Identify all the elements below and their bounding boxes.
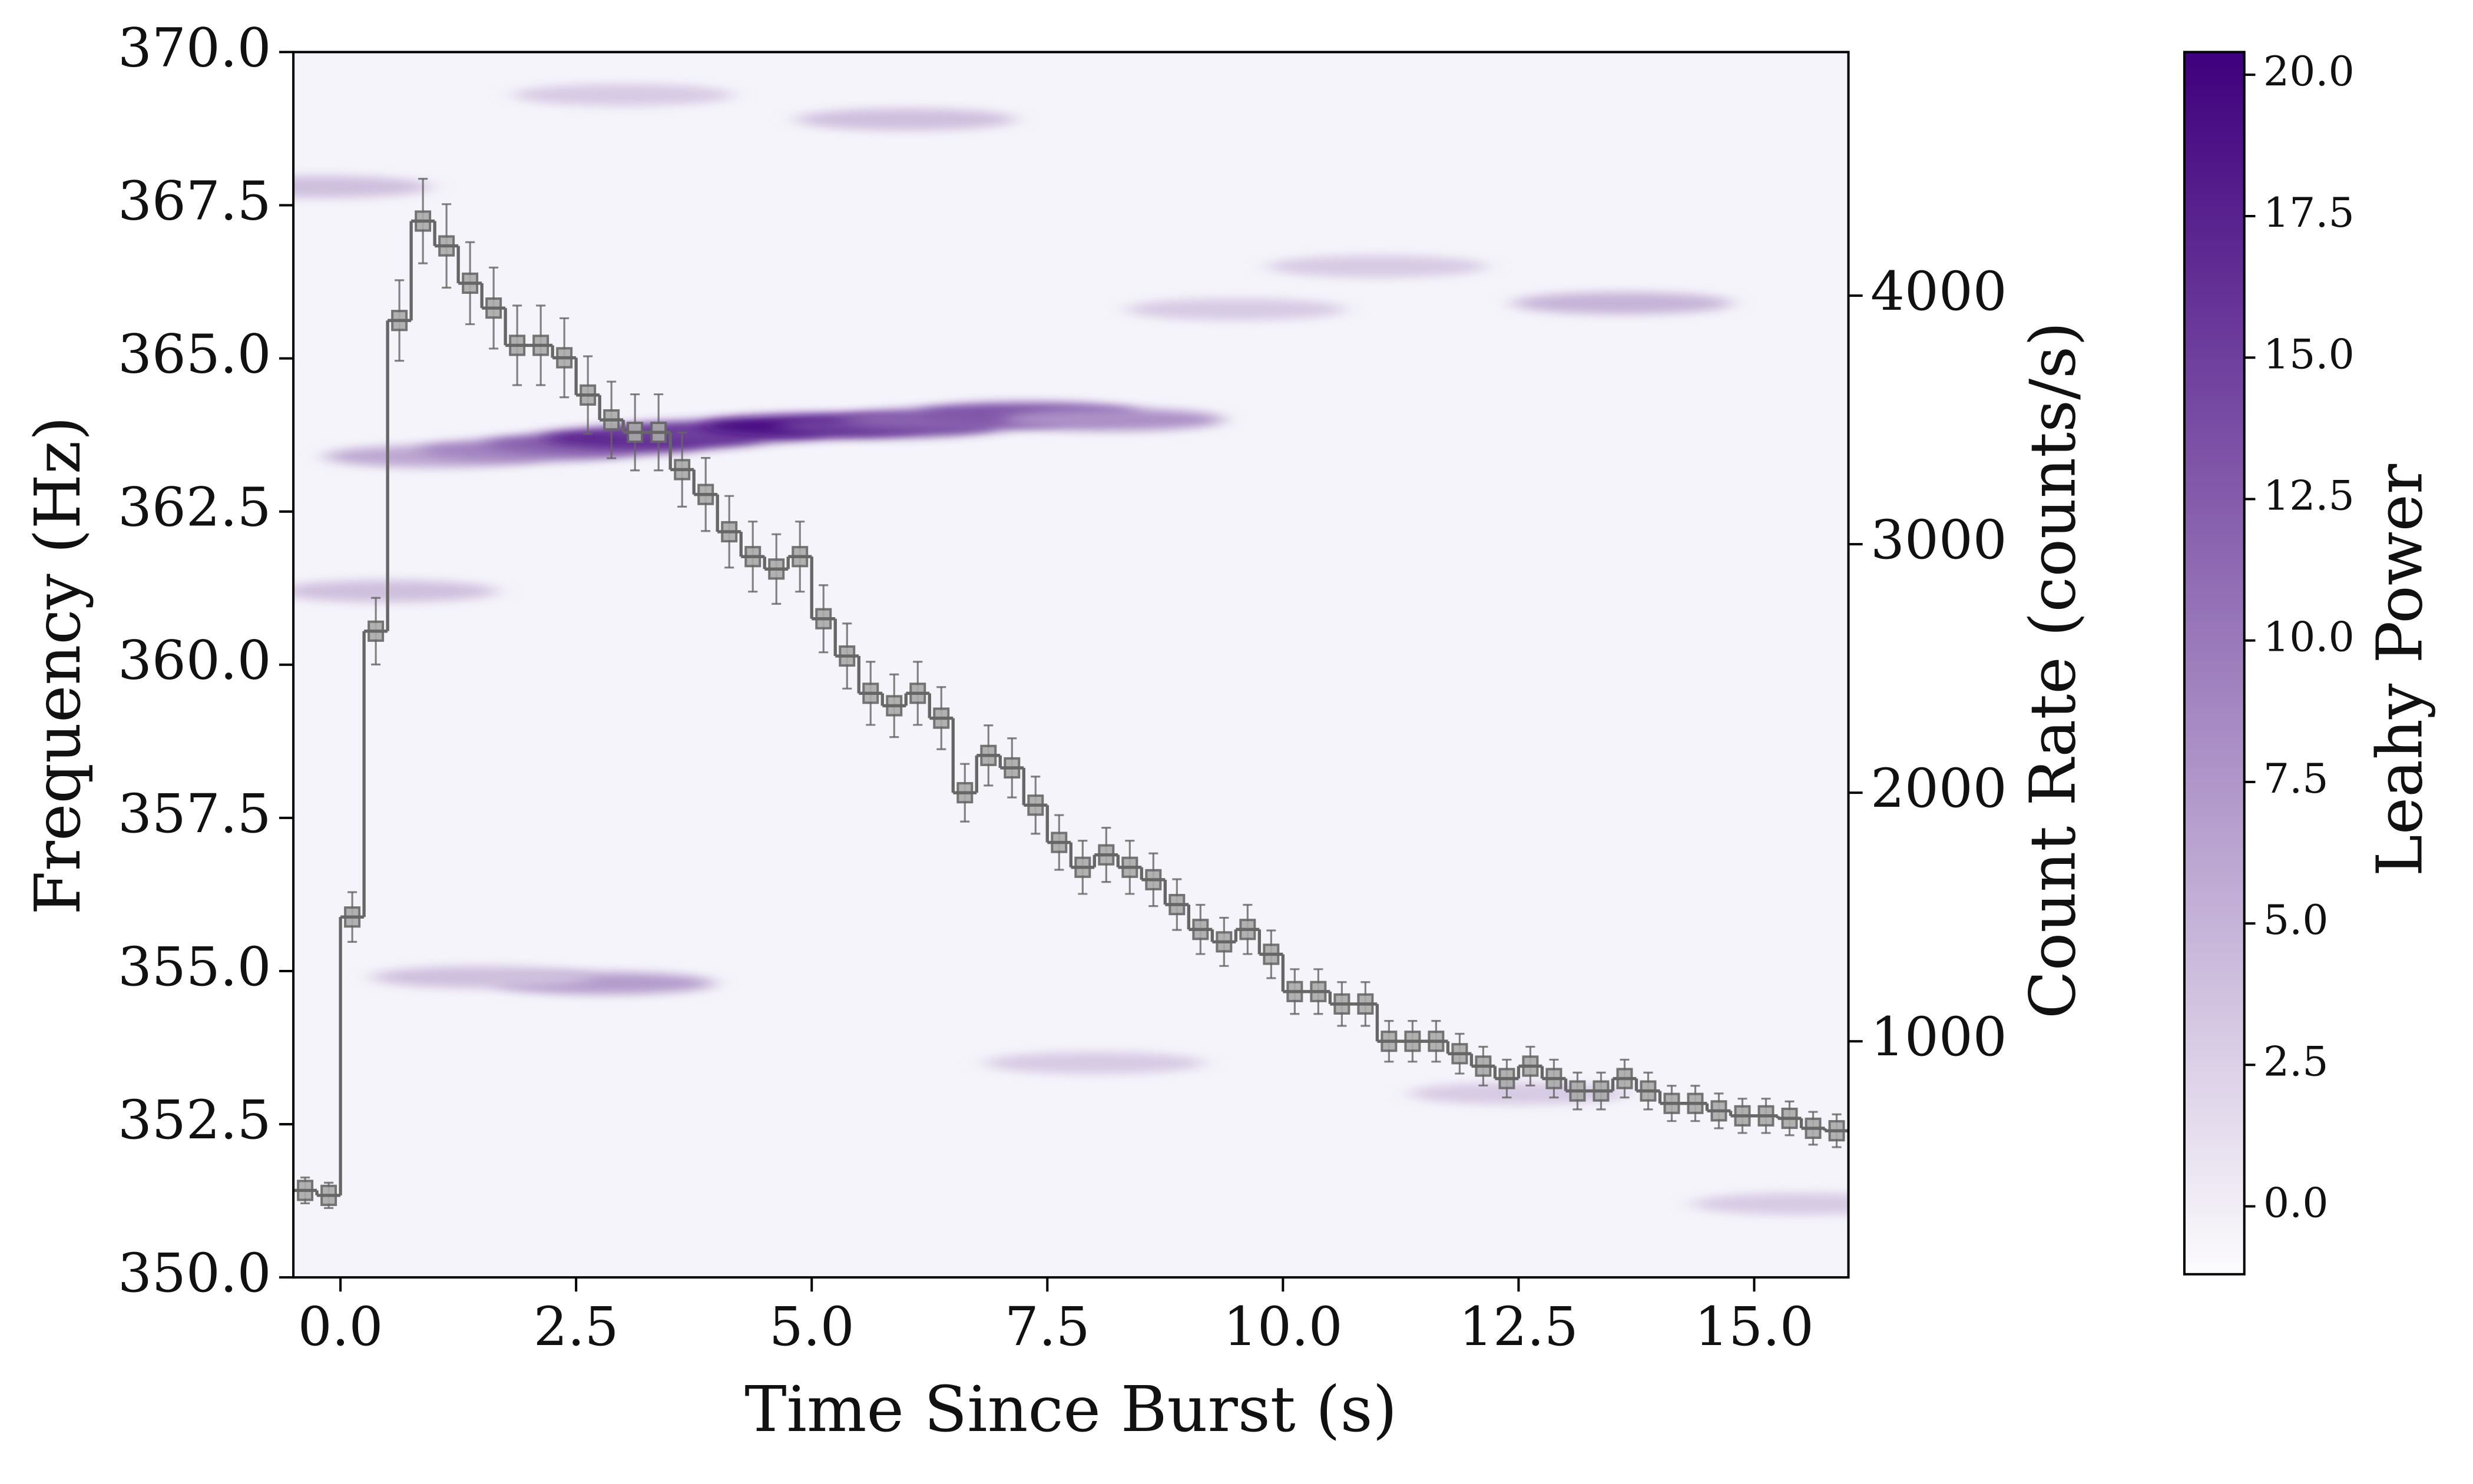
y2-axis-label: Count Rate (counts/s) [2017, 322, 2090, 1019]
y-tick-label: 352.5 [118, 1089, 272, 1151]
y2-tick-label: 1000 [1871, 1006, 2007, 1068]
y-tick-label: 360.0 [118, 630, 272, 692]
y-axis-label: Frequency (Hz) [22, 416, 95, 915]
x-tick-label: 10.0 [1223, 1296, 1343, 1358]
power-blob [293, 580, 498, 602]
power-blob [795, 108, 1017, 131]
power-blob [1691, 1192, 1849, 1215]
y-tick-label: 355.0 [118, 936, 272, 998]
colorbar [2183, 51, 2246, 1276]
y-tick-label: 362.5 [118, 476, 272, 539]
colorbar-tick-label: 15.0 [2263, 330, 2355, 378]
axes: 0.0 2.5 5.0 7.5 10.0 12.5 15.0 350.0 352.5 355.0 3… [118, 16, 2355, 1358]
x-tick-label: 12.5 [1459, 1296, 1578, 1358]
power-blob [512, 84, 734, 106]
power-blob [293, 175, 432, 198]
colorbar-tick-label: 5.0 [2263, 896, 2329, 944]
power-blob [984, 1052, 1205, 1074]
x-tick-label: 0.0 [298, 1296, 383, 1358]
light-curve [293, 178, 1849, 1210]
colorbar-tick-label: 7.5 [2263, 755, 2329, 803]
power-blob [1125, 298, 1346, 321]
power-blob [1512, 292, 1733, 314]
colorbar-tick-label: 12.5 [2263, 472, 2355, 519]
y-tick-label: 350.0 [118, 1242, 272, 1304]
y-tick-label: 357.5 [118, 783, 272, 845]
power-blob [1266, 255, 1488, 278]
y2-tick-label: 4000 [1871, 260, 2007, 323]
y2-tick-label: 3000 [1871, 509, 2007, 571]
colorbar-label: Leahy Power [2364, 463, 2437, 876]
x-tick-label: 15.0 [1694, 1296, 1814, 1358]
colorbar-tick-label: 0.0 [2263, 1180, 2329, 1227]
power-blob [1002, 408, 1224, 431]
x-axis-label: Time Since Burst (s) [744, 1373, 1397, 1446]
power-blob [371, 966, 592, 989]
x-tick-label: 2.5 [534, 1296, 619, 1358]
spectrogram [293, 84, 1849, 1215]
colorbar-tick-label: 20.0 [2263, 48, 2355, 95]
y-tick-label: 367.5 [118, 170, 272, 232]
y2-tick-label: 2000 [1871, 757, 2007, 820]
colorbar-tick-label: 17.5 [2263, 189, 2355, 237]
x-tick-label: 5.0 [769, 1296, 855, 1358]
colorbar-tick-label: 10.0 [2263, 614, 2355, 661]
y-tick-label: 365.0 [118, 323, 272, 385]
x-tick-label: 7.5 [1005, 1296, 1090, 1358]
colorbar-tick-label: 2.5 [2263, 1038, 2329, 1085]
y-tick-label: 370.0 [118, 16, 272, 79]
